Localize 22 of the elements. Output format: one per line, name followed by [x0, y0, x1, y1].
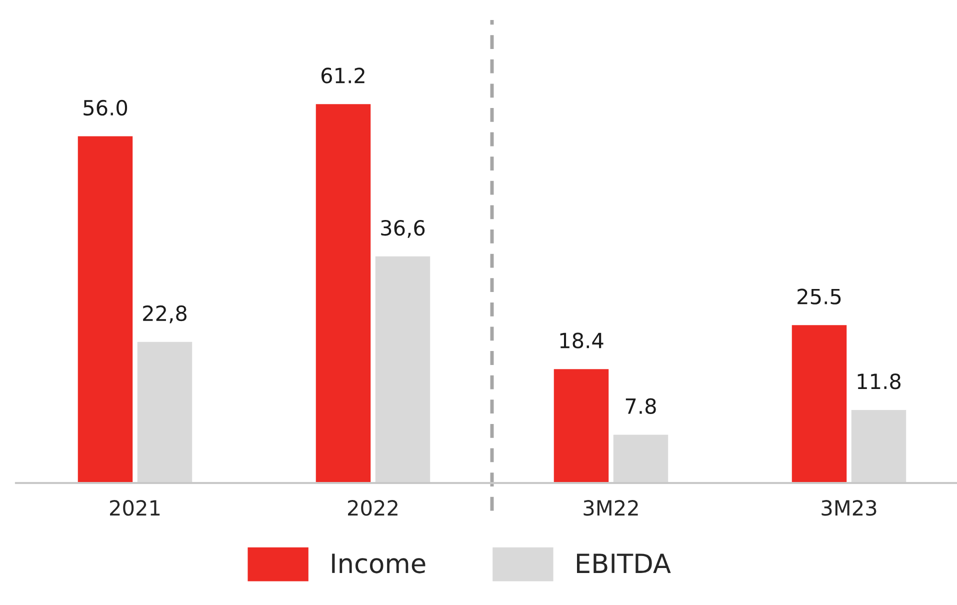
data-label: 7.8 — [626, 398, 656, 414]
legend-label: Income — [332, 554, 426, 574]
bar — [851, 410, 906, 483]
bar — [316, 104, 371, 483]
x-tick-label: 2022 — [348, 500, 398, 516]
x-tick-label: 2021 — [110, 500, 160, 516]
data-label: 36,6 — [381, 220, 425, 238]
legend-label: EBITDA — [577, 554, 671, 573]
data-label: 25.5 — [798, 288, 841, 304]
bar — [375, 256, 430, 483]
bar — [792, 325, 847, 483]
bar — [78, 136, 133, 483]
data-label: 18.4 — [560, 332, 604, 348]
bar — [137, 342, 192, 483]
x-tick-label: 3M22 — [584, 500, 638, 516]
data-label: 11.8 — [858, 373, 901, 390]
data-label: 22,8 — [143, 305, 187, 324]
data-label: 61.2 — [322, 68, 364, 84]
data-label: 56.0 — [84, 100, 128, 116]
bar — [613, 434, 668, 483]
bar — [554, 369, 609, 483]
x-tick-label: 3M23 — [822, 500, 876, 516]
